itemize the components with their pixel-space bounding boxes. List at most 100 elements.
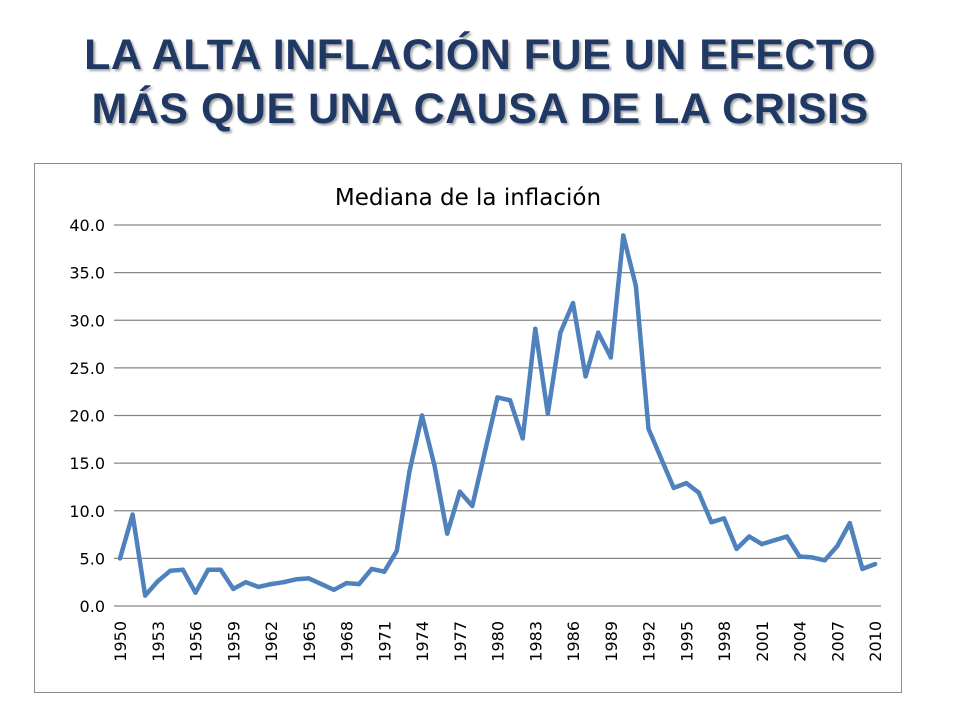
data-point <box>268 581 274 587</box>
data-point <box>658 456 664 461</box>
data-point <box>822 558 827 563</box>
data-point <box>860 566 865 572</box>
data-point <box>470 503 475 509</box>
data-point <box>772 538 777 543</box>
data-point <box>294 577 299 582</box>
data-point <box>646 426 651 431</box>
data-point <box>331 587 337 592</box>
data-point <box>344 580 349 586</box>
data-point <box>533 326 538 331</box>
x-tick-label: 1959 <box>224 621 243 662</box>
data-point <box>684 480 689 486</box>
x-tick-label: 1989 <box>602 621 621 662</box>
y-tick-label: 35.0 <box>69 264 105 283</box>
y-tick-label: 10.0 <box>69 502 105 521</box>
chart-frame: Mediana de la inflación 0.0 5.0 10.0 15.0 20… <box>34 163 902 693</box>
data-point <box>319 581 324 587</box>
data-point <box>382 569 387 574</box>
x-tick-label: 1992 <box>640 621 659 662</box>
x-tick-label: 2004 <box>791 621 810 662</box>
data-point <box>545 411 550 416</box>
data-point <box>507 398 513 403</box>
data-point <box>205 567 211 572</box>
x-tick-label: 1950 <box>111 621 130 662</box>
data-point <box>835 543 840 549</box>
y-tick-label: 40.0 <box>69 216 105 235</box>
data-point <box>633 283 639 289</box>
data-point <box>356 581 362 587</box>
data-point <box>734 546 739 552</box>
x-tick-label: 1995 <box>677 621 696 662</box>
data-point <box>419 413 425 418</box>
data-point <box>281 580 286 585</box>
chart-title: Mediana de la inflación <box>335 185 601 211</box>
data-point <box>558 330 563 335</box>
gridlines <box>114 224 881 607</box>
data-point <box>570 300 576 306</box>
y-tick-label: 25.0 <box>69 359 105 378</box>
x-tick-label: 1980 <box>489 621 508 662</box>
data-point <box>407 469 412 474</box>
data-point <box>809 555 815 560</box>
data-point <box>759 541 764 547</box>
x-tick-label: 1998 <box>715 621 734 662</box>
data-point <box>394 548 399 553</box>
slide-title-line-1: LA ALTA INFLACIÓN FUE UN EFECTO <box>84 31 876 79</box>
x-tick-label: 1965 <box>300 621 319 662</box>
y-axis-tick-labels: 0.0 5.0 10.0 15.0 20.0 25.0 30.0 35.0 40.0 <box>69 216 105 616</box>
data-point <box>847 520 852 526</box>
x-tick-label: 1971 <box>375 621 394 662</box>
data-point <box>872 561 878 567</box>
data-point <box>583 374 588 379</box>
data-point <box>696 490 701 495</box>
x-tick-label: 1977 <box>451 621 470 662</box>
y-tick-label: 5.0 <box>80 549 105 568</box>
x-tick-label: 2001 <box>753 621 772 662</box>
data-point <box>243 580 248 585</box>
data-point <box>143 593 148 598</box>
data-point <box>117 556 123 561</box>
y-tick-label: 20.0 <box>69 407 105 426</box>
slide-title-line-2: MÁS QUE UNA CAUSA DE LA CRISIS <box>91 85 869 133</box>
x-tick-label: 1962 <box>262 621 281 662</box>
data-point <box>797 554 802 559</box>
data-point <box>747 534 752 539</box>
data-point <box>256 584 261 590</box>
data-point <box>218 567 223 572</box>
data-point <box>432 463 437 469</box>
y-tick-label: 0.0 <box>80 597 105 616</box>
data-point <box>709 520 714 525</box>
data-point <box>130 512 135 517</box>
y-tick-label: 30.0 <box>69 311 105 330</box>
x-tick-label: 1956 <box>187 621 206 662</box>
x-tick-label: 1986 <box>564 621 583 662</box>
data-point <box>445 531 450 536</box>
data-point <box>457 489 462 494</box>
data-point <box>608 355 613 360</box>
series-layer <box>117 233 878 598</box>
x-tick-label: 1974 <box>413 621 432 662</box>
data-point <box>231 586 236 592</box>
x-tick-label: 2007 <box>828 621 847 662</box>
y-tick-label: 15.0 <box>69 454 105 473</box>
data-point <box>369 566 374 572</box>
data-point <box>180 567 186 572</box>
data-point <box>193 590 198 595</box>
data-point <box>520 436 525 441</box>
data-point <box>596 330 601 335</box>
data-point <box>495 395 500 400</box>
x-tick-label: 1953 <box>149 621 168 662</box>
x-tick-label: 1983 <box>526 621 545 662</box>
data-point <box>306 576 311 581</box>
data-point <box>155 579 160 584</box>
data-point <box>721 516 727 521</box>
slide-title: LA ALTA INFLACIÓN FUE UN EFECTO MÁS QUE … <box>0 28 960 136</box>
data-point <box>168 568 173 573</box>
inflation-line-chart: Mediana de la inflación 0.0 5.0 10.0 15.0 20… <box>69 185 885 662</box>
data-point <box>621 233 626 238</box>
x-tick-label: 1968 <box>338 621 357 662</box>
data-point <box>671 485 676 491</box>
data-point <box>784 534 790 539</box>
data-point <box>482 449 488 454</box>
x-axis-tick-labels: 1950 1953 1956 1959 1962 1965 1968 1971 1974 1977… <box>111 621 885 662</box>
